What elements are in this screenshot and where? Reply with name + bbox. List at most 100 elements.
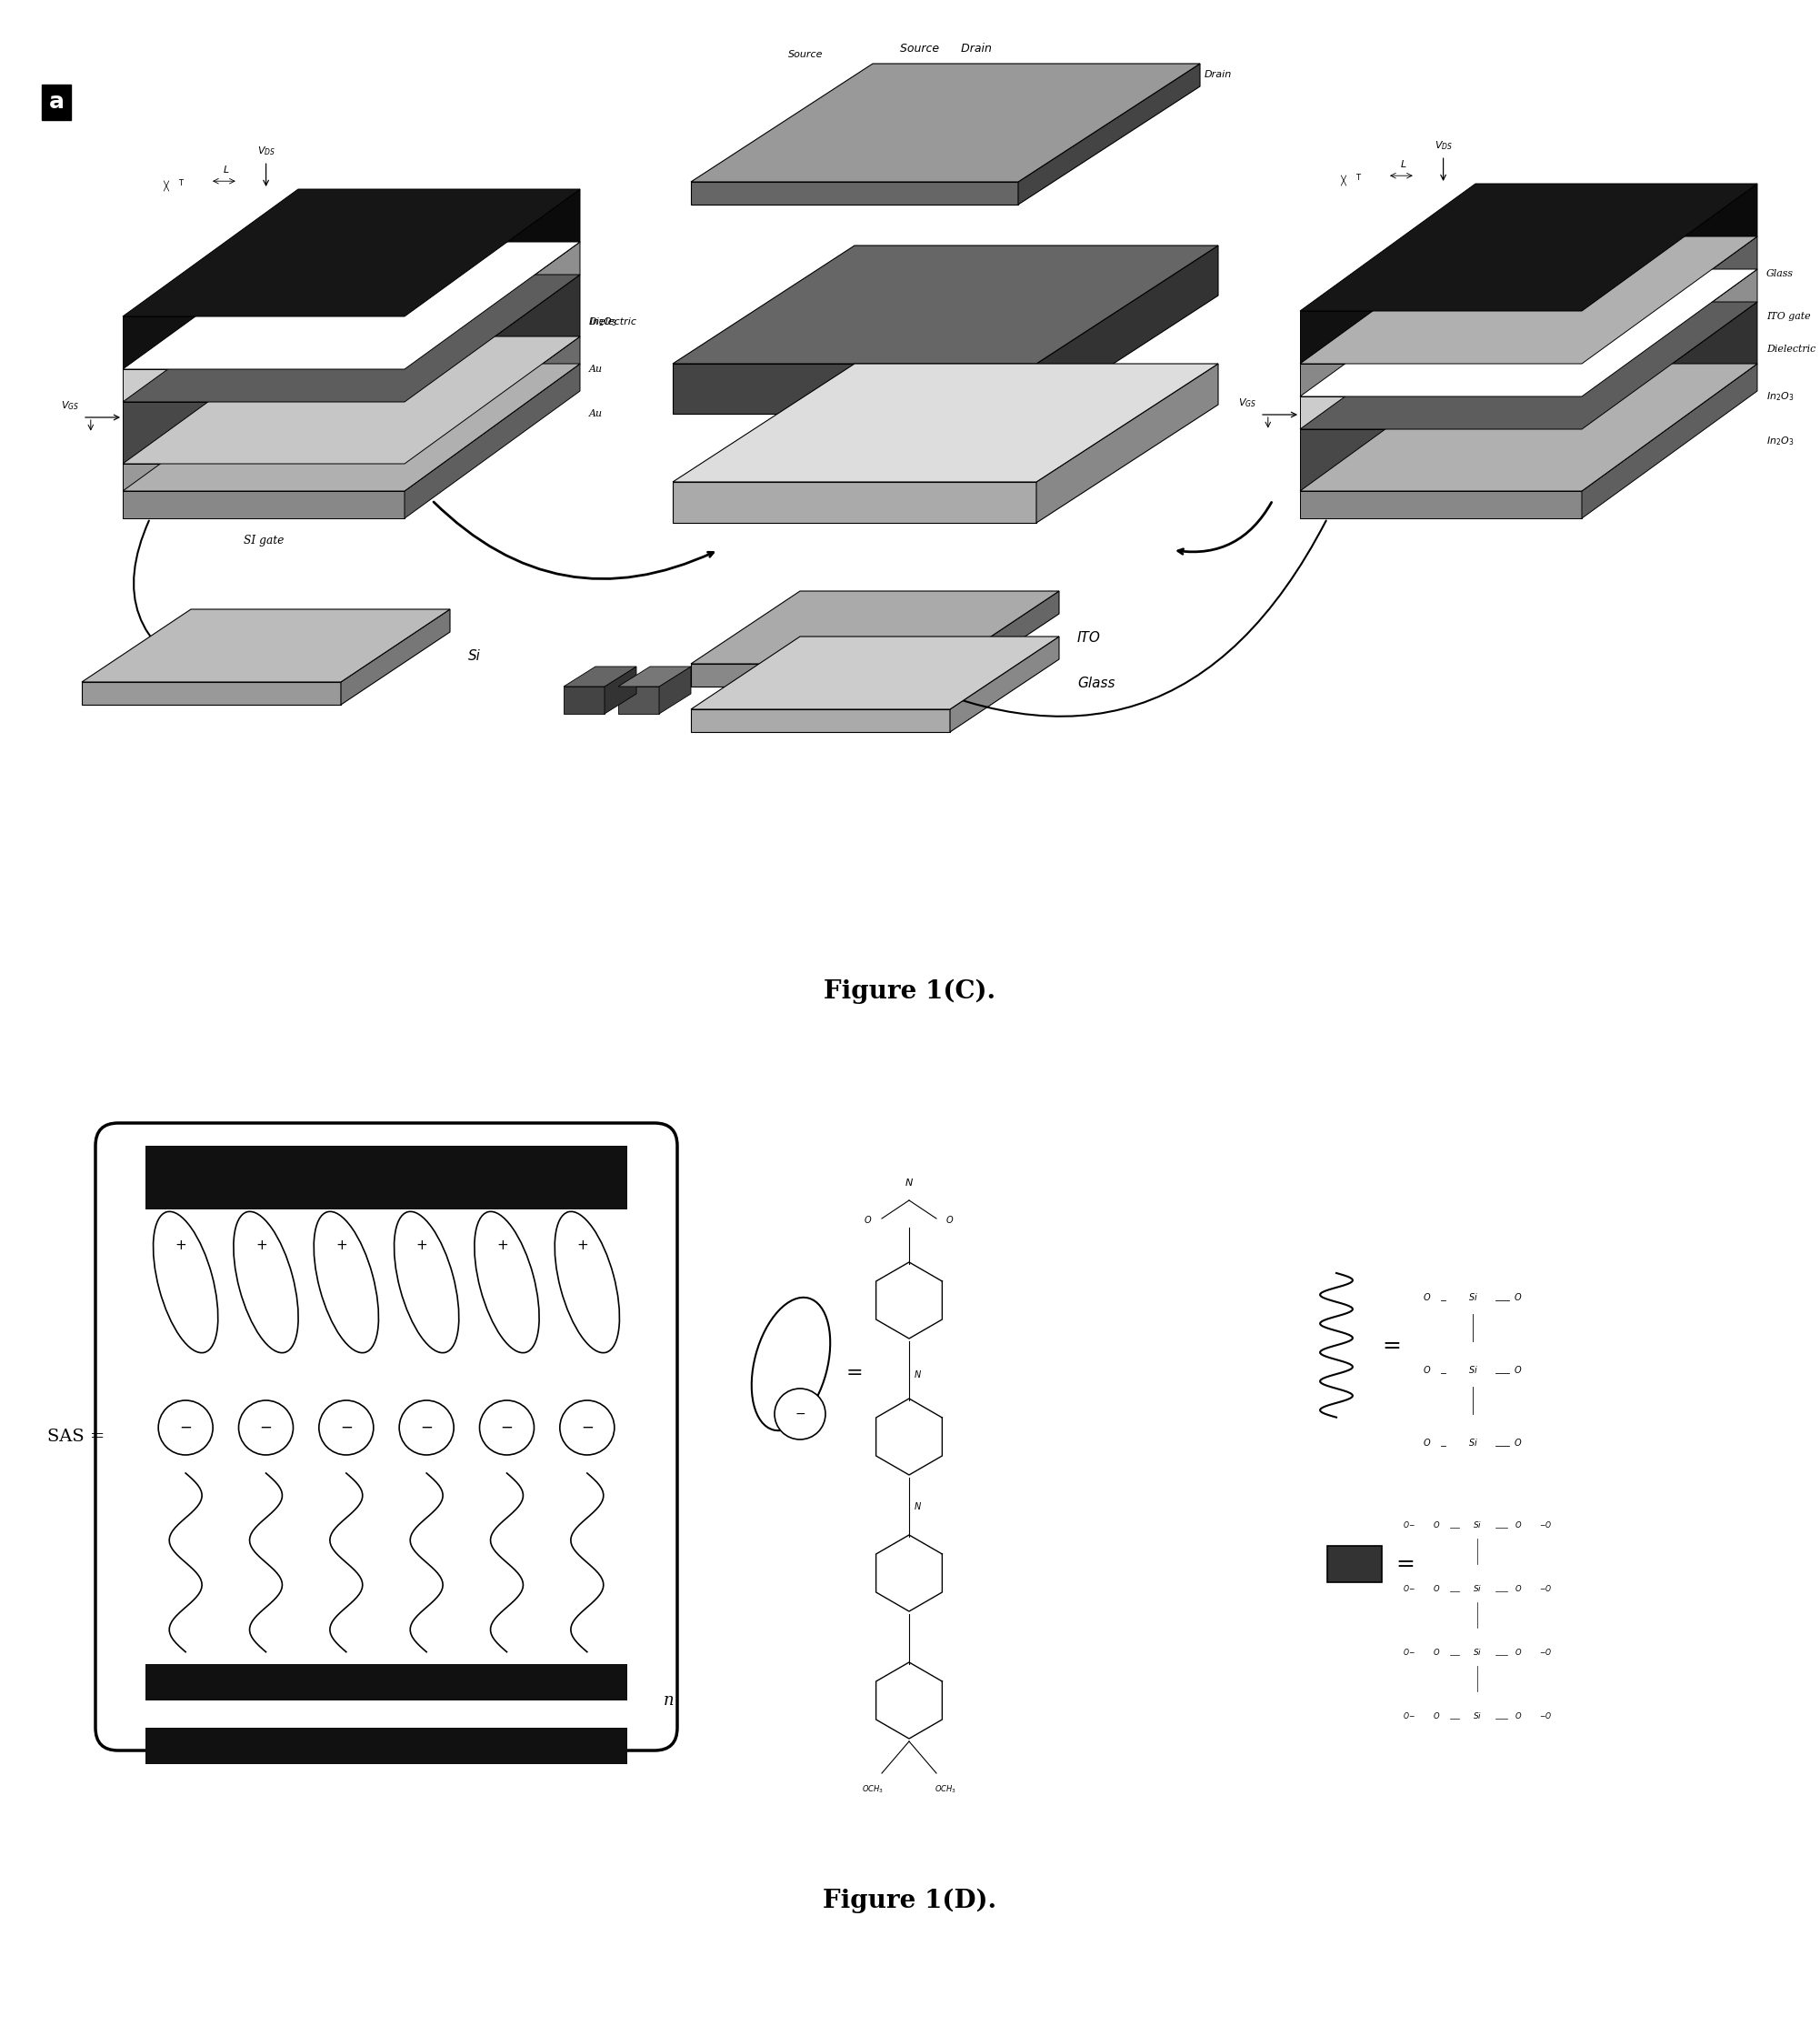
Text: $V_{GS}$: $V_{GS}$ (1238, 397, 1256, 409)
Polygon shape (673, 483, 1036, 523)
Polygon shape (1299, 269, 1758, 397)
Text: $O$: $O$ (1514, 1291, 1522, 1303)
Polygon shape (619, 666, 692, 686)
Bar (146, 1173, 628, 1209)
Text: $O$: $O$ (946, 1213, 954, 1226)
Text: +: + (497, 1240, 508, 1252)
Text: −: − (260, 1419, 273, 1435)
Text: Dielectric: Dielectric (590, 318, 637, 326)
Polygon shape (692, 590, 1059, 664)
Polygon shape (564, 666, 637, 686)
Text: $O$: $O$ (1432, 1584, 1440, 1592)
Text: T: T (1356, 173, 1361, 181)
Polygon shape (692, 63, 1199, 181)
Text: +: + (417, 1240, 428, 1252)
Ellipse shape (475, 1211, 539, 1352)
Text: −: − (420, 1419, 433, 1435)
Text: −: − (581, 1419, 593, 1435)
Text: $In_2O_3$: $In_2O_3$ (590, 316, 617, 328)
Text: $O$: $O$ (1423, 1364, 1432, 1374)
Polygon shape (122, 336, 581, 464)
Polygon shape (1299, 301, 1758, 430)
Polygon shape (122, 189, 581, 316)
Polygon shape (1582, 301, 1758, 491)
Text: W: W (1387, 263, 1400, 275)
Polygon shape (1299, 312, 1582, 364)
Text: $O$: $O$ (1432, 1519, 1440, 1529)
Polygon shape (1299, 364, 1758, 491)
Text: +: + (337, 1240, 348, 1252)
Bar (146, 1146, 628, 1183)
Polygon shape (122, 464, 404, 491)
Text: Au: Au (590, 364, 602, 375)
Polygon shape (692, 709, 950, 733)
Text: +: + (175, 1240, 187, 1252)
Polygon shape (604, 666, 637, 715)
Text: Glass: Glass (1077, 678, 1116, 690)
Polygon shape (1299, 397, 1582, 430)
Text: $Si$: $Si$ (1467, 1364, 1478, 1374)
Polygon shape (1582, 364, 1758, 519)
Text: $N$: $N$ (914, 1368, 923, 1380)
Polygon shape (122, 369, 404, 401)
Text: a: a (49, 92, 64, 112)
Bar (146, 1663, 628, 1700)
Polygon shape (1582, 269, 1758, 430)
Text: $O$: $O$ (1514, 1519, 1522, 1529)
Polygon shape (404, 275, 581, 464)
Ellipse shape (153, 1211, 218, 1352)
Text: n: n (664, 1692, 673, 1708)
Polygon shape (950, 637, 1059, 733)
Text: SAS =: SAS = (47, 1429, 104, 1446)
Circle shape (561, 1401, 615, 1456)
Polygon shape (1299, 183, 1758, 312)
Polygon shape (673, 364, 1218, 483)
Polygon shape (692, 664, 950, 686)
Text: $Si$: $Si$ (1472, 1710, 1481, 1720)
Circle shape (479, 1401, 533, 1456)
Text: $V_{DS}$: $V_{DS}$ (257, 145, 275, 157)
Polygon shape (122, 491, 404, 519)
Ellipse shape (233, 1211, 298, 1352)
Polygon shape (692, 181, 1017, 204)
Polygon shape (950, 590, 1059, 686)
Text: $OCH_3$: $OCH_3$ (934, 1784, 956, 1794)
Text: =: = (846, 1364, 863, 1382)
Polygon shape (1036, 246, 1218, 413)
Text: Au: Au (590, 409, 602, 417)
Polygon shape (673, 246, 1218, 364)
Text: $In_2O_3$: $In_2O_3$ (1767, 436, 1795, 448)
Text: $Si$: $Si$ (1472, 1519, 1481, 1529)
Circle shape (399, 1401, 453, 1456)
Text: $O$−: $O$− (1403, 1647, 1416, 1657)
Polygon shape (122, 364, 581, 491)
Ellipse shape (395, 1211, 459, 1352)
Text: $Si$: $Si$ (1472, 1584, 1481, 1592)
Text: Glass: Glass (1767, 269, 1795, 279)
Text: $OCH_3$: $OCH_3$ (863, 1784, 885, 1794)
Polygon shape (1036, 364, 1218, 523)
Text: L: L (224, 165, 229, 175)
Polygon shape (122, 316, 404, 369)
Text: L: L (1400, 161, 1407, 169)
Text: Dielectric: Dielectric (919, 438, 972, 448)
Text: +: + (577, 1240, 588, 1252)
Text: −: − (795, 1407, 804, 1421)
Text: ITO: ITO (1077, 631, 1101, 645)
Bar (146, 1729, 628, 1763)
Polygon shape (564, 686, 604, 715)
Ellipse shape (752, 1297, 830, 1431)
Polygon shape (122, 401, 404, 464)
Bar (1327, 1545, 1381, 1582)
Text: $O$: $O$ (1514, 1584, 1522, 1592)
Text: Figure 1(C).: Figure 1(C). (824, 979, 996, 1004)
Polygon shape (1299, 491, 1582, 519)
Circle shape (158, 1401, 213, 1456)
Polygon shape (404, 189, 581, 369)
Text: $O$: $O$ (1432, 1710, 1440, 1720)
Text: W: W (209, 269, 222, 281)
Polygon shape (1582, 183, 1758, 364)
Polygon shape (692, 637, 1059, 709)
Polygon shape (404, 364, 581, 519)
Text: −: − (340, 1419, 353, 1435)
